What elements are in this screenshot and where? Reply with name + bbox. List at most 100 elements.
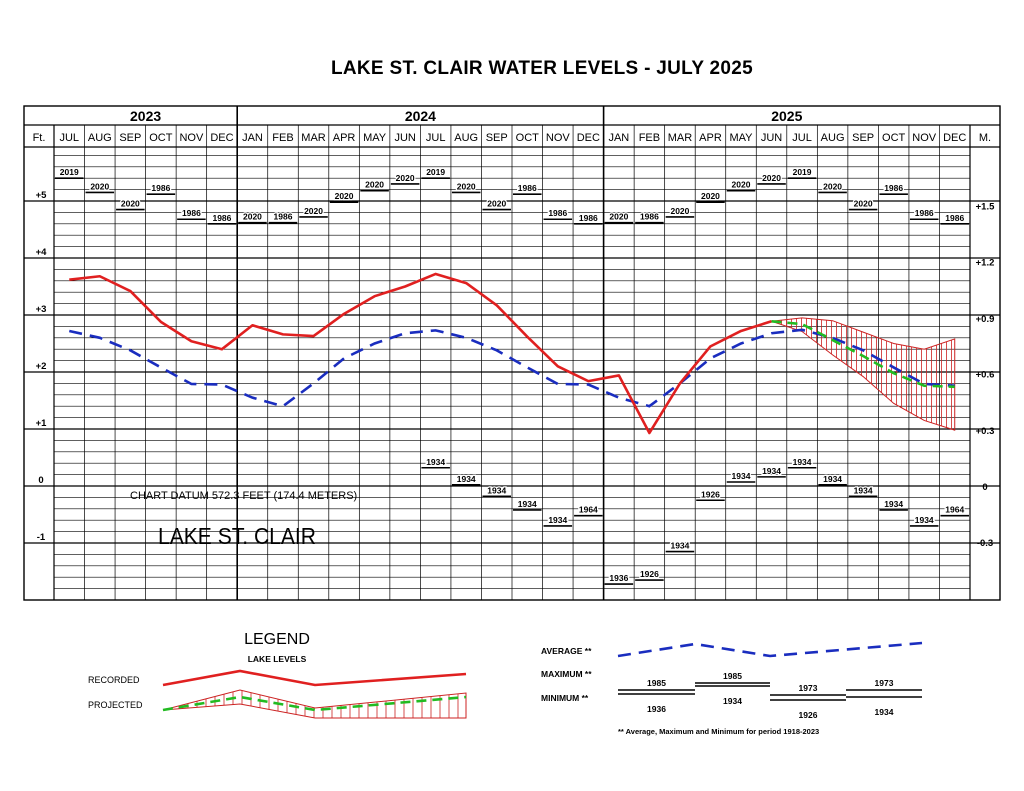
left-tick-label: +3 xyxy=(36,304,47,315)
max-record-year: 2019 xyxy=(426,167,445,177)
max-record-year: 2019 xyxy=(60,167,79,177)
month-label: MAR xyxy=(668,132,693,144)
recorded-series-line xyxy=(69,272,772,435)
month-label: JAN xyxy=(242,132,263,144)
max-record-year: 2020 xyxy=(90,181,109,191)
left-tick-label: +4 xyxy=(36,247,48,258)
legend-max-year: 1973 xyxy=(799,683,818,693)
min-record-year: 1934 xyxy=(732,471,751,481)
legend-average-line xyxy=(617,641,923,658)
min-record-year: 1934 xyxy=(426,457,445,467)
max-record-year: 1986 xyxy=(884,183,903,193)
month-label: APR xyxy=(699,132,722,144)
legend-max-year: 1973 xyxy=(875,678,894,688)
max-record-year: 2020 xyxy=(609,212,628,222)
min-record-year: 1934 xyxy=(762,466,781,476)
month-label: DEC xyxy=(210,132,233,144)
right-tick-label: +0.6 xyxy=(976,370,995,381)
projected-range-band xyxy=(771,317,956,431)
chart-datum-note: CHART DATUM 572.3 FEET (174.4 METERS) xyxy=(130,490,357,502)
month-label: NOV xyxy=(912,132,937,144)
chart-frame xyxy=(23,105,1001,601)
legend-projected-label: PROJECTED xyxy=(88,700,143,710)
min-record-year: 1934 xyxy=(548,515,567,525)
legend-minimum-label: MINIMUM ** xyxy=(541,693,589,703)
left-tick-label: -1 xyxy=(37,532,46,543)
legend-maximum-label: MAXIMUM ** xyxy=(541,669,592,679)
max-record-year: 2020 xyxy=(457,181,476,191)
left-tick-label: +2 xyxy=(36,361,47,372)
year-label: 2023 xyxy=(130,108,161,124)
legend-average-label: AVERAGE ** xyxy=(541,646,592,656)
legend-min-year: 1934 xyxy=(875,707,894,717)
max-record-year: 2020 xyxy=(854,199,873,209)
legend-recorded-label: RECORDED xyxy=(88,675,140,685)
max-record-year: 2020 xyxy=(487,199,506,209)
max-record-year: 2020 xyxy=(121,199,140,209)
max-record-year: 1986 xyxy=(212,213,231,223)
max-record-year: 2019 xyxy=(793,167,812,177)
right-tick-label: 0 xyxy=(982,482,987,493)
min-record-year: 1934 xyxy=(793,457,812,467)
legend-subtitle: LAKE LEVELS xyxy=(248,654,307,664)
month-label: SEP xyxy=(852,132,874,144)
month-label: DEC xyxy=(943,132,966,144)
legend-min-year: 1936 xyxy=(647,704,666,714)
max-record-year: 1986 xyxy=(548,208,567,218)
max-record-year: 1986 xyxy=(579,213,598,223)
min-record-year: 1934 xyxy=(823,474,842,484)
min-record-year: 1964 xyxy=(945,505,964,515)
lake-name-label: LAKE ST. CLAIR xyxy=(158,523,316,549)
month-label: OCT xyxy=(149,132,173,144)
month-label: JUN xyxy=(394,132,415,144)
legend-max-year: 1985 xyxy=(647,678,666,688)
legend-footnote: ** Average, Maximum and Minimum for peri… xyxy=(618,727,819,736)
min-record-year: 1936 xyxy=(609,573,628,583)
legend-min-year: 1926 xyxy=(799,710,818,720)
max-record-year: 1986 xyxy=(640,212,659,222)
max-record-year: 1986 xyxy=(151,183,170,193)
max-record-year: 2020 xyxy=(762,173,781,183)
max-record-year: 2020 xyxy=(243,212,262,222)
max-record-year: 2020 xyxy=(335,191,354,201)
month-label: MAR xyxy=(301,132,326,144)
min-record-year: 1934 xyxy=(884,499,903,509)
legend-max-year: 1985 xyxy=(723,671,742,681)
max-record-year: 2020 xyxy=(670,206,689,216)
min-record-year: 1964 xyxy=(579,505,598,515)
month-label: MAY xyxy=(363,132,387,144)
month-label: JUL xyxy=(426,132,446,144)
right-tick-label: +0.9 xyxy=(976,314,995,325)
month-label: AUG xyxy=(454,132,478,144)
max-record-year: 2020 xyxy=(304,206,323,216)
left-tick-label: +5 xyxy=(36,190,48,201)
month-label: FEB xyxy=(639,132,660,144)
month-label: OCT xyxy=(882,132,906,144)
legend-projected-band xyxy=(162,689,467,719)
month-label: DEC xyxy=(577,132,600,144)
legend-min-year: 1934 xyxy=(723,696,742,706)
year-label: 2024 xyxy=(405,108,436,124)
max-record-year: 1986 xyxy=(945,213,964,223)
average-series-line xyxy=(68,328,955,408)
legend-projected-line xyxy=(162,695,467,712)
month-label: JUN xyxy=(761,132,782,144)
max-record-year: 2020 xyxy=(701,191,720,201)
left-tick-label: +1 xyxy=(36,418,48,429)
max-record-year: 1986 xyxy=(274,212,293,222)
left-tick-label: 0 xyxy=(38,475,43,486)
max-record-year: 2020 xyxy=(732,180,751,190)
month-label: MAY xyxy=(729,132,753,144)
page-title: LAKE ST. CLAIR WATER LEVELS - JULY 2025 xyxy=(330,58,754,79)
max-record-year: 1986 xyxy=(182,208,201,218)
min-record-year: 1934 xyxy=(854,485,873,495)
month-label: JUL xyxy=(792,132,812,144)
min-record-year: 1934 xyxy=(457,474,476,484)
min-record-year: 1926 xyxy=(640,569,659,579)
month-label: APR xyxy=(333,132,356,144)
month-label: FEB xyxy=(272,132,293,144)
right-tick-label: +1.5 xyxy=(976,202,995,213)
left-axis-unit: Ft. xyxy=(33,132,46,144)
legend-recorded-line xyxy=(162,669,467,687)
